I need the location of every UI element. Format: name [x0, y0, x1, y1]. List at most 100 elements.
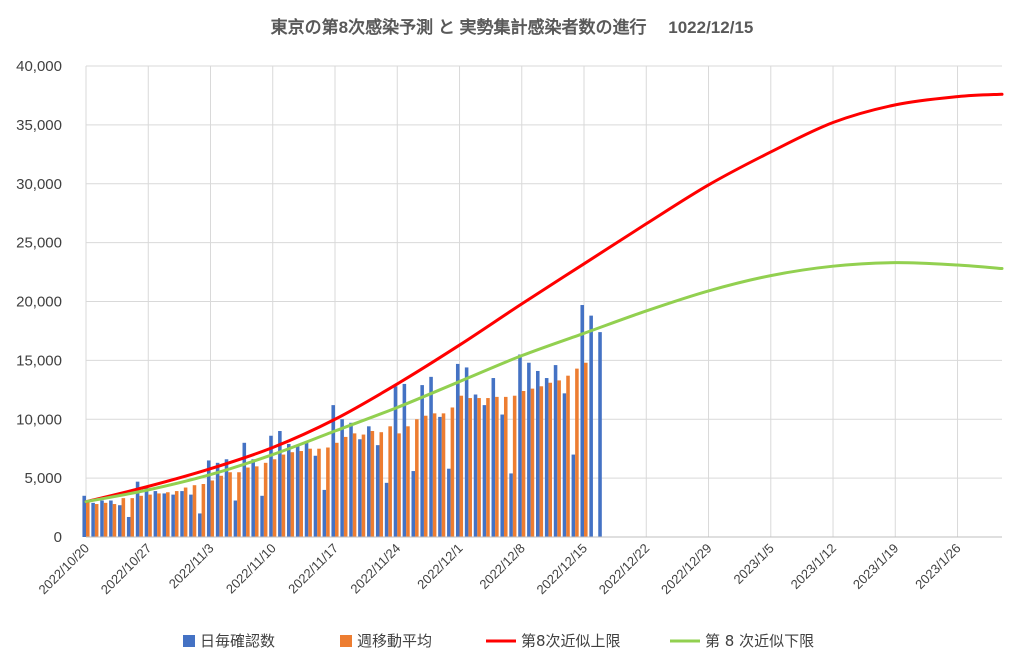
legend-swatch-bar	[183, 635, 195, 647]
daily-count-bar	[562, 393, 567, 537]
daily-count-bar	[189, 494, 193, 537]
weekly-average-bar	[201, 484, 206, 537]
daily-count-bar	[126, 516, 131, 537]
x-tick-label: 2023/1/12	[788, 541, 840, 593]
weekly-average-bar	[183, 487, 188, 537]
daily-count-bar	[518, 354, 522, 537]
daily-count-bar	[429, 376, 433, 537]
daily-count-bar	[491, 378, 496, 537]
x-tick-label: 2022/10/20	[35, 541, 92, 598]
weekly-average-bar	[477, 398, 481, 537]
y-tick-label: 15,000	[16, 352, 62, 369]
weekly-average-bar	[94, 504, 99, 537]
daily-count-bar	[144, 486, 149, 537]
daily-count-bar	[598, 332, 602, 537]
daily-count-bar	[393, 386, 398, 537]
weekly-average-bar	[343, 436, 348, 537]
weekly-average-bar	[557, 380, 561, 537]
y-tick-label: 0	[54, 529, 62, 546]
daily-count-bar	[500, 414, 504, 537]
weekly-average-bar	[468, 398, 472, 537]
daily-count-bar	[589, 315, 593, 537]
x-tick-label: 2022/12/29	[658, 541, 715, 598]
weekly-average-bar	[521, 390, 526, 537]
daily-count-bar	[331, 405, 336, 537]
weekly-average-bar	[566, 375, 570, 537]
weekly-average-bar	[450, 407, 455, 537]
weekly-average-bar	[397, 433, 401, 537]
weekly-average-bar	[148, 494, 152, 537]
daily-count-bar	[269, 435, 273, 537]
daily-count-bar	[278, 431, 282, 537]
weekly-average-bar	[281, 454, 286, 537]
daily-count-bar	[313, 455, 318, 537]
weekly-average-bar	[361, 434, 366, 537]
weekly-average-bar	[254, 466, 259, 537]
x-tick-label: 2022/11/17	[285, 541, 341, 597]
y-tick-label: 10,000	[16, 411, 62, 428]
chart-title: 東京の第8次感染予測 と 実勢集計感染者数の進行 1022/12/15	[271, 17, 754, 37]
weekly-average-bar	[166, 492, 170, 537]
daily-count-bar	[233, 500, 238, 537]
y-tick-label: 25,000	[16, 235, 62, 252]
weekly-average-bar	[584, 362, 588, 537]
weekly-average-bar	[415, 419, 419, 537]
legend-swatch-bar	[340, 635, 352, 647]
weekly-average-bar	[539, 386, 544, 537]
daily-count-bar	[455, 363, 460, 537]
weekly-average-bar	[192, 485, 197, 537]
daily-count-bar	[82, 495, 86, 537]
weekly-average-bar	[326, 447, 330, 537]
weekly-average-bar	[459, 395, 464, 537]
daily-count-bar	[527, 362, 531, 537]
daily-count-bar	[349, 422, 353, 537]
y-tick-label: 35,000	[16, 117, 62, 134]
weekly-average-bar	[317, 448, 321, 537]
weekly-average-bar	[237, 472, 241, 537]
daily-count-bar	[180, 491, 184, 537]
daily-count-bar	[358, 439, 362, 537]
weekly-average-bar	[112, 504, 117, 537]
daily-count-bar	[322, 489, 327, 537]
legend-label: 第8次近似上限	[521, 632, 621, 650]
x-tick-label: 2022/12/8	[476, 541, 528, 593]
weekly-average-bar	[139, 495, 143, 537]
lower-limit-line	[84, 261, 1004, 504]
weekly-average-bar	[388, 426, 392, 537]
y-tick-label: 5,000	[24, 470, 62, 487]
daily-count-bar	[215, 462, 220, 537]
daily-count-bar	[473, 394, 478, 537]
weekly-average-bar	[406, 426, 410, 537]
daily-count-bar	[553, 365, 558, 537]
daily-count-bar	[91, 502, 95, 537]
weekly-average-bar	[423, 415, 428, 537]
daily-count-bar	[304, 442, 309, 537]
daily-count-bar	[571, 454, 576, 537]
daily-count-bar	[509, 473, 513, 537]
weekly-average-bar	[575, 368, 579, 537]
weekly-average-bar	[228, 472, 232, 537]
x-tick-label: 2022/11/3	[166, 541, 217, 592]
daily-count-bar	[100, 500, 104, 537]
y-tick-label: 40,000	[16, 58, 62, 75]
daily-count-bar	[206, 460, 211, 537]
weekly-average-bar	[103, 502, 108, 537]
legend: 日毎確認数 週移動平均 第8次近似上限 第 8 次近似下限	[183, 632, 814, 650]
daily-count-bar	[580, 305, 585, 537]
daily-count-bar	[286, 443, 291, 537]
daily-count-bar	[251, 459, 255, 537]
x-tick-label: 2022/10/27	[98, 541, 155, 598]
daily-count-bar	[118, 505, 122, 537]
legend-label: 第 8 次近似下限	[705, 632, 814, 650]
y-tick-label: 30,000	[16, 176, 62, 193]
weekly-average-bar	[174, 491, 179, 537]
daily-count-bar	[438, 416, 442, 537]
weekly-average-bar	[548, 382, 553, 537]
weekly-average-bar	[86, 501, 90, 537]
daily-count-bar	[162, 493, 167, 537]
daily-count-bar	[544, 378, 549, 537]
weekly-average-bar	[130, 498, 135, 537]
legend-label: 週移動平均	[357, 632, 432, 650]
weekly-average-bar	[370, 431, 375, 537]
